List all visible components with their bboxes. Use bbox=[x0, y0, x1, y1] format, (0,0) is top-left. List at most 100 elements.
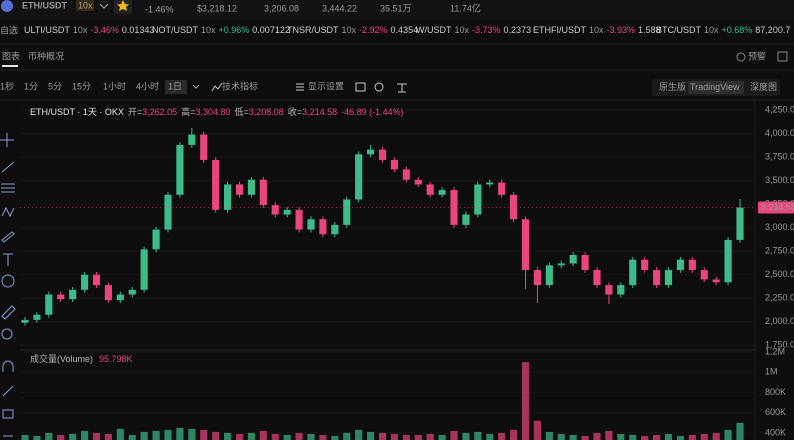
ticker-change: -3.46% bbox=[90, 25, 119, 35]
interval[interactable]: 1分 bbox=[24, 81, 38, 91]
tool-icon[interactable] bbox=[397, 83, 407, 93]
coin-icon bbox=[1, 0, 13, 12]
candle-body bbox=[367, 149, 375, 155]
candle-body bbox=[188, 134, 196, 145]
candle-body bbox=[331, 224, 339, 235]
view-button[interactable]: 原生版 bbox=[659, 81, 686, 92]
volume-bar bbox=[212, 431, 220, 440]
legend-value: 3,208.08 bbox=[249, 107, 284, 117]
y-tick-label: 1M bbox=[765, 367, 778, 377]
volume-bar bbox=[69, 433, 77, 440]
candle-body bbox=[402, 169, 410, 180]
interval[interactable]: 5分 bbox=[48, 81, 62, 91]
interval[interactable]: 4小时 bbox=[136, 80, 159, 91]
indicators-button[interactable]: 技术指标 bbox=[222, 80, 258, 91]
ticker-leverage: 10x bbox=[704, 25, 719, 35]
ticker-change: +0.96% bbox=[219, 25, 250, 35]
interval-dropdown[interactable] bbox=[192, 84, 200, 89]
legend-change: -46.89 (-1.44%) bbox=[341, 107, 404, 117]
pattern-tool[interactable] bbox=[1, 206, 15, 218]
candle-body bbox=[664, 270, 673, 286]
brush-tool[interactable] bbox=[1, 231, 15, 243]
tool-icon[interactable] bbox=[355, 82, 366, 92]
zoom-tool[interactable] bbox=[1, 328, 13, 340]
candle-body bbox=[426, 184, 434, 195]
candle-body bbox=[581, 254, 589, 271]
indicator-icon[interactable] bbox=[211, 82, 223, 92]
stat: 3,206.08 bbox=[264, 3, 299, 13]
candle-body bbox=[45, 294, 53, 315]
volume-bar bbox=[545, 431, 553, 440]
ticker-symbol: NOT/USDT bbox=[152, 25, 199, 35]
volume-bar bbox=[712, 432, 720, 440]
candle-body bbox=[438, 190, 446, 195]
candle-body bbox=[569, 254, 577, 264]
interval[interactable]: 1秒 bbox=[0, 80, 14, 91]
candle-body bbox=[593, 270, 601, 286]
view-button[interactable]: 深度图 bbox=[750, 81, 777, 92]
volume-bar bbox=[164, 429, 172, 440]
ticker-symbol: BTC/USDT bbox=[656, 25, 702, 35]
volume-bar bbox=[390, 433, 398, 440]
lock-draw-tool[interactable] bbox=[2, 385, 14, 397]
alert-icon[interactable] bbox=[736, 52, 746, 62]
ticker-item[interactable]: NOT/USDT 10x +0.96% 0.007122 bbox=[152, 25, 290, 35]
volume-bar bbox=[235, 433, 244, 440]
expand-icon[interactable] bbox=[777, 51, 788, 62]
ticker-item[interactable]: ETHFI/USDT 10x -3.93% 1.588 bbox=[533, 25, 661, 35]
candle-body bbox=[676, 259, 684, 271]
ticker-item[interactable]: W/USDT 10x -3.73% 0.2373 bbox=[416, 25, 531, 35]
volume-bar bbox=[629, 434, 637, 440]
y-tick-label: 2,000.00 bbox=[765, 316, 794, 326]
volume-bar bbox=[641, 435, 649, 440]
candle-body bbox=[212, 159, 220, 210]
volume-bar bbox=[653, 434, 661, 440]
line-tool[interactable] bbox=[1, 161, 15, 173]
volume-bar bbox=[605, 430, 613, 440]
interval[interactable]: 1小时 bbox=[103, 80, 126, 91]
crosshair-tool[interactable] bbox=[0, 133, 14, 147]
y-tick-label: 3,750.00 bbox=[765, 152, 794, 162]
ticker-change: -3.73% bbox=[472, 25, 501, 35]
last-price-label: 3,214.58 bbox=[761, 202, 794, 212]
volume-bar bbox=[188, 428, 196, 440]
interval[interactable]: 15分 bbox=[72, 81, 91, 91]
dropdown-icon[interactable] bbox=[99, 3, 109, 9]
volume-bar bbox=[700, 433, 708, 440]
volume-bar bbox=[176, 427, 184, 440]
channel-tool[interactable] bbox=[1, 183, 15, 193]
candle-body bbox=[259, 179, 267, 206]
ticker-item[interactable]: BTC/USDT 10x +0.68% 87,200.7 bbox=[656, 25, 790, 35]
interval[interactable]: 1日 bbox=[168, 81, 182, 91]
magnet-tool[interactable] bbox=[2, 360, 14, 372]
y-tick-label: 4,250.00 bbox=[765, 104, 794, 114]
candle-body bbox=[378, 149, 387, 160]
ticker-item[interactable]: ULTI/USDT 10x -3.46% 0.01343 bbox=[24, 25, 154, 35]
ticker-item[interactable]: TNSR/USDT 10x -2.92% 0.4354 bbox=[287, 25, 418, 35]
price: $3,218.12 bbox=[197, 3, 237, 13]
stat: 35.51万 bbox=[380, 3, 412, 13]
lock-tool[interactable] bbox=[2, 409, 14, 419]
view-button[interactable]: TradingView bbox=[690, 82, 740, 92]
settings-button[interactable]: 显示设置 bbox=[308, 81, 344, 91]
y-tick-label: 3,000.00 bbox=[765, 222, 794, 232]
settings-icon[interactable] bbox=[296, 83, 304, 91]
candle-body bbox=[283, 209, 291, 215]
volume-bar bbox=[152, 430, 160, 440]
ruler-tool[interactable] bbox=[1, 305, 16, 320]
tool-icon[interactable] bbox=[374, 82, 384, 92]
alert[interactable]: 预警 bbox=[748, 50, 766, 61]
tab[interactable]: 图表 bbox=[2, 50, 20, 61]
candle-body bbox=[247, 179, 255, 195]
volume-bar bbox=[617, 433, 625, 440]
emoji-tool[interactable] bbox=[1, 274, 15, 288]
candle-body bbox=[700, 270, 708, 280]
text-tool[interactable] bbox=[3, 253, 13, 266]
volume-bar bbox=[331, 435, 339, 440]
tab[interactable]: 币种概况 bbox=[28, 50, 64, 61]
candle-body bbox=[343, 199, 351, 225]
volume-bar bbox=[414, 434, 422, 440]
header-bar bbox=[0, 0, 794, 20]
